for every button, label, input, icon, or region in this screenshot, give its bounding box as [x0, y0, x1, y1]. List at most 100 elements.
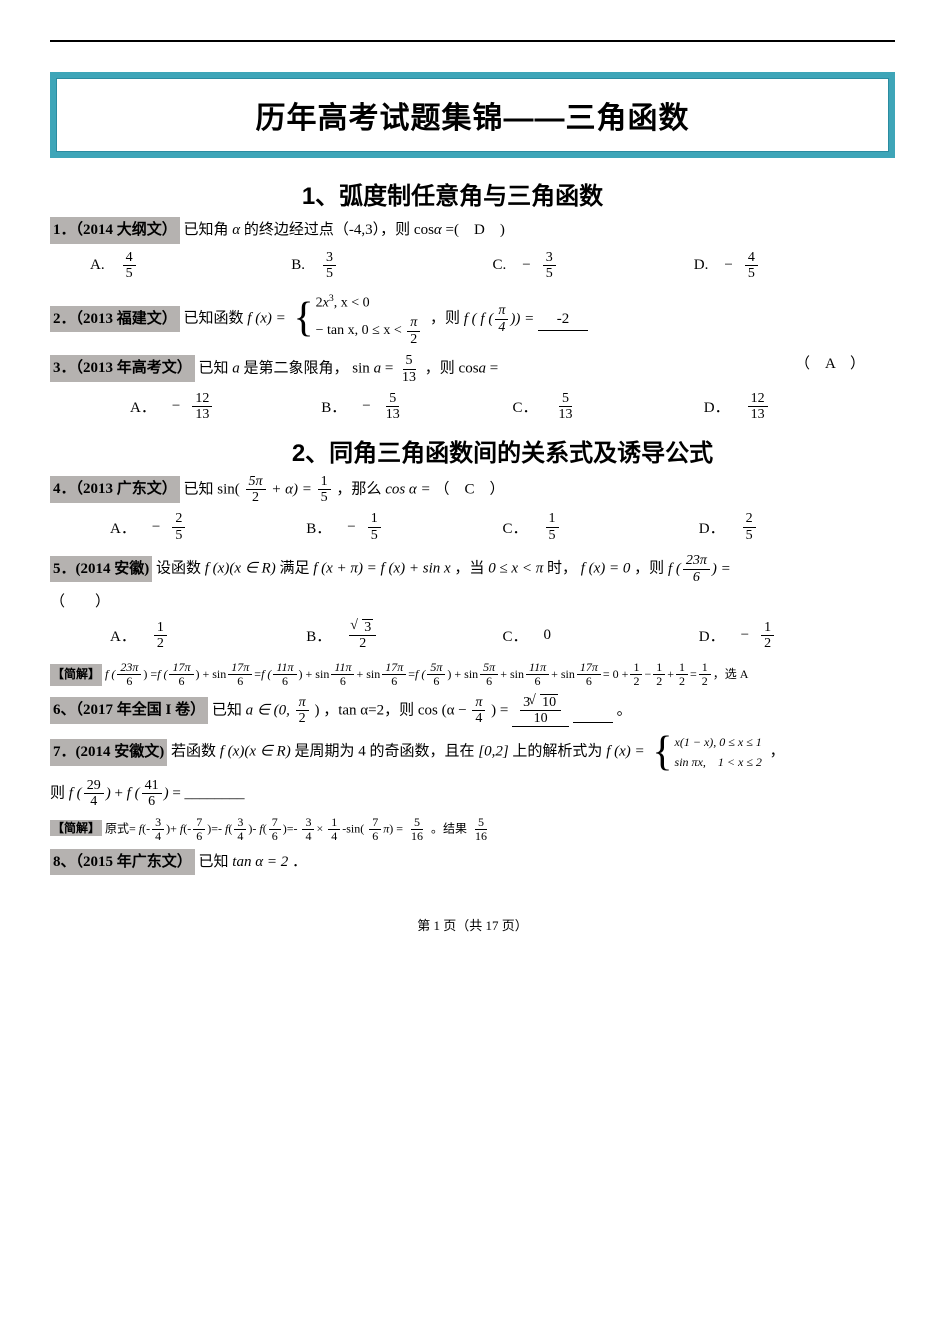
q4-cos: cos α = [385, 481, 431, 497]
q1-stem: 已知角 [184, 222, 229, 238]
question-6: 6、（2017 年全国 I 卷） 已知 a ∈ (0, π2 ) ，tan α=… [50, 695, 895, 728]
section-1-heading: 1、弧度制任意角与三角函数 [10, 176, 895, 211]
q1-choice-c: C. − 35 [493, 250, 694, 282]
q3-sin: sin a = [352, 360, 393, 376]
q3-tag: 3．（2013 年高考文） [50, 355, 195, 382]
q6-cos: cos (α − [418, 702, 467, 718]
q3-paren: （ A ） [795, 353, 865, 376]
q1-alpha: α [232, 222, 240, 238]
q2-tag: 2．（2013 福建文） [50, 306, 180, 333]
q7-fx: f (x)(x ∈ R) [220, 744, 291, 760]
q5-choices: A． 12 B． 32 C．0 D．− 12 [110, 620, 895, 652]
q3-choice-b: B．− 513 [321, 391, 512, 423]
question-4: 4．（2013 广东文） 已知 sin( 5π2 + α) = 15 ，那么 c… [50, 474, 895, 506]
question-3: 3．（2013 年高考文） 已知 a 是第二象限角， sin a = 513 ，… [50, 353, 895, 385]
q4-choice-c: C． 15 [503, 511, 699, 543]
q4-choices: A．− 25 B．− 15 C． 15 D． 25 [110, 511, 895, 543]
q7-fxeq: f (x) = [606, 744, 644, 760]
q3-choice-d: D． 1213 [704, 391, 895, 423]
q8-tan: tan α = 2 [232, 854, 288, 870]
q7-stem2: 是周期为 4 的奇函数，且在 [294, 744, 474, 760]
q1-choice-a: A. 45 [90, 250, 291, 282]
q3-stem1: 已知 [199, 360, 229, 376]
q5-stem4: 时， [547, 561, 577, 577]
q5-stem3: ，当 [454, 561, 484, 577]
q5-eq: f (x + π) = f (x) + sin x [313, 561, 450, 577]
q8-stem: 已知 [199, 854, 229, 870]
q4-tag: 4．（2013 广东文） [50, 476, 180, 503]
q5-sol-tag: 【简解】 [50, 664, 102, 685]
q4-choice-a: A．− 25 [110, 511, 306, 543]
q4-sin: sin( [217, 481, 240, 497]
q5-fx: f (x)(x ∈ R) [205, 561, 276, 577]
q3-choice-a: A．− 1213 [130, 391, 321, 423]
q6-dot: 。 [617, 702, 632, 718]
q6-pi4: π4 [472, 695, 485, 727]
q4-choice-d: D． 25 [699, 511, 895, 543]
q7-int: [0,2] [478, 744, 508, 760]
q7-tag: 7．(2014 安徽文) [50, 739, 167, 766]
q6-eq: ) = [491, 702, 508, 718]
q4-paren: （ C ） [434, 481, 504, 497]
q3-stem2: 是第二象限角， [244, 360, 349, 376]
q7-line2: 则 f (294) + f (416) = ________ [50, 778, 895, 810]
q7-solution: 【简解】 原式= f(-34)+ f(-76)=- f(34)- f(76)=-… [50, 816, 895, 843]
q2-ff: f ( f (π4)) = [464, 311, 538, 327]
question-8: 8、（2015 年广东文） 已知 tan α = 2 ． [50, 849, 895, 876]
q7-stem4: ， [770, 744, 785, 760]
q5-choice-b: B． 32 [306, 620, 502, 652]
q4-plus: + α) = [271, 481, 312, 497]
q7-stem3: 上的解析式为 [512, 744, 602, 760]
q5-paren-line: （ ） [50, 591, 895, 614]
q1-cos: cosα [414, 222, 442, 238]
q7-eq: = ________ [172, 785, 244, 801]
q1-choice-d: D. − 45 [694, 250, 895, 282]
q6-blank [573, 699, 613, 723]
q5-stem5: ，则 [634, 561, 664, 577]
q3-cos: cosa = [459, 360, 499, 376]
q6-answer: 31010 [512, 695, 569, 728]
section-2-heading: 2、同角三角函数间的关系式及诱导公式 [110, 433, 895, 468]
q2-mid: ，则 [430, 311, 460, 327]
q5-stem2: 满足 [279, 561, 309, 577]
q8-dot: ． [292, 854, 307, 870]
q1-eq: =( D ) [446, 222, 505, 238]
q5-choice-c: C．0 [503, 625, 699, 646]
page-footer: 第 1 页（共 17 页） [50, 915, 895, 934]
q6-tan: ，tan α=2，则 [323, 702, 414, 718]
q5-choice-a: A． 12 [110, 620, 306, 652]
question-2: 2．（2013 福建文） 已知函数 f (x) = { 2x3, x < 0 −… [50, 291, 895, 347]
q5-cond: 0 ≤ x < π [488, 561, 543, 577]
q2-answer: -2 [538, 308, 588, 332]
q4-f1: 5π2 [246, 474, 266, 506]
q5-choice-d: D．− 12 [699, 620, 895, 652]
question-1: 1．（2014 大纲文） 已知角 α 的终边经过点（-4,3），则 cosα =… [50, 217, 895, 244]
q6-close: ) [314, 702, 319, 718]
q2-stem: 已知函数 [184, 311, 244, 327]
q4-stem: 已知 [184, 481, 214, 497]
q6-a: a ∈ (0, [246, 702, 290, 718]
q4-stem2: ，那么 [336, 481, 381, 497]
q8-tag: 8、（2015 年广东文） [50, 849, 195, 876]
q3-choice-c: C． 513 [513, 391, 704, 423]
q2-cases: { 2x3, x < 0 − tan x, 0 ≤ x < π2 [293, 291, 422, 347]
q1-stem2: 的终边经过点（-4,3），则 [244, 222, 410, 238]
q6-stem: 已知 [212, 702, 242, 718]
page-content: 历年高考试题集锦——三角函数 1、弧度制任意角与三角函数 1．（2014 大纲文… [50, 40, 895, 875]
q7-stem: 若函数 [171, 744, 216, 760]
q6-tag: 6、（2017 年全国 I 卷） [50, 697, 208, 724]
q2-fx: f (x) = [247, 311, 285, 327]
q5-stem: 设函数 [156, 561, 201, 577]
q3-frac: 513 [399, 353, 419, 385]
q7-then: 则 [50, 785, 65, 801]
title-inner: 历年高考试题集锦——三角函数 [56, 78, 889, 152]
q5-solution: 【简解】 f (23π6) = f (17π6) + sin 17π6 = f … [50, 661, 895, 688]
q7-cases: { x(1 − x), 0 ≤ x ≤ 1 sin πx, 1 < x ≤ 2 [652, 733, 762, 771]
page-title: 历年高考试题集锦——三角函数 [256, 102, 690, 135]
q3-choices: A．− 1213 B．− 513 C． 513 D． 1213 [130, 391, 895, 423]
title-banner: 历年高考试题集锦——三角函数 [50, 72, 895, 158]
question-7: 7．(2014 安徽文) 若函数 f (x)(x ∈ R) 是周期为 4 的奇函… [50, 733, 895, 771]
q1-choice-b: B. 35 [291, 250, 492, 282]
q7-sol-tag: 【简解】 [50, 820, 102, 836]
q4-choice-b: B．− 15 [306, 511, 502, 543]
